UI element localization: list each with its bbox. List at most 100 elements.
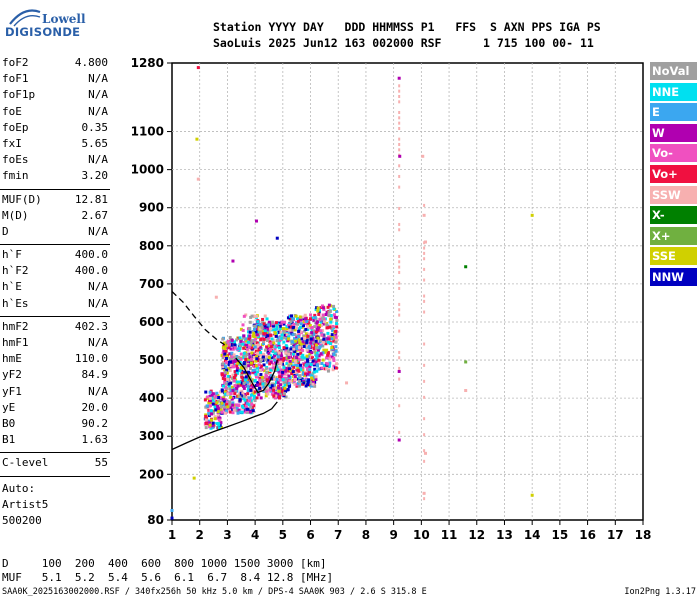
echo-point	[291, 352, 295, 356]
echo-point	[213, 405, 217, 409]
echo-point	[244, 354, 248, 358]
echo-point	[271, 391, 275, 395]
echo-point	[294, 348, 298, 352]
echo-point	[262, 363, 266, 367]
echo-point	[295, 335, 299, 339]
program-version: Ion2Png 1.3.17	[624, 587, 696, 597]
echo-point	[282, 340, 286, 344]
echo-point	[306, 325, 310, 329]
echo-point	[295, 372, 299, 376]
x-tick-label: 7	[334, 528, 342, 542]
echo-point	[283, 330, 287, 334]
echo-point	[241, 384, 245, 388]
echo-point	[251, 343, 255, 347]
legend-item-w: W	[650, 123, 697, 142]
echo-point	[398, 126, 401, 130]
echo-point	[269, 382, 273, 386]
echo-point	[279, 362, 283, 366]
echo-point	[263, 314, 267, 318]
echo-point	[398, 350, 401, 354]
echo-point	[315, 353, 319, 357]
echo-point	[220, 353, 224, 357]
echo-point	[284, 379, 288, 383]
echo-point	[268, 362, 272, 366]
echo-point	[300, 337, 304, 341]
param-separator	[0, 188, 110, 190]
echo-point	[249, 341, 253, 345]
param-name: hmF1	[2, 336, 29, 349]
echo-point	[277, 336, 281, 340]
echo-point	[261, 317, 265, 321]
echo-point	[233, 392, 237, 396]
echo-point	[226, 409, 230, 413]
echo-point	[334, 340, 338, 344]
echo-point	[289, 351, 293, 355]
x-tick-label: 15	[552, 528, 569, 542]
echo-point	[295, 316, 299, 320]
echo-point	[240, 404, 244, 408]
echo-point	[335, 310, 339, 314]
echo-point	[397, 76, 401, 80]
echo-point	[422, 491, 426, 495]
echo-point	[220, 410, 224, 414]
echo-point	[334, 329, 338, 333]
param-row: h`F 400.0	[0, 248, 112, 264]
echo-point	[276, 392, 280, 396]
polarization-legend: NoVal NNE E W Vo- Vo+ SSW X- X+ SSE NNW	[650, 62, 697, 289]
echo-point	[423, 267, 426, 271]
echo-point	[291, 317, 295, 321]
echo-point	[273, 331, 277, 335]
echo-point	[252, 355, 256, 359]
echo-point	[334, 332, 338, 336]
echo-point	[261, 321, 265, 325]
echo-point	[313, 342, 317, 346]
echo-point	[307, 338, 311, 342]
echo-point	[229, 406, 233, 410]
echo-point	[220, 401, 224, 405]
echo-point	[226, 353, 230, 357]
echo-point	[322, 337, 326, 341]
echo-point	[239, 367, 243, 371]
echo-point	[255, 375, 259, 379]
echo-point	[247, 352, 251, 356]
echo-point	[224, 360, 228, 364]
echo-point	[245, 380, 249, 384]
echo-point	[259, 358, 263, 362]
echo-point	[280, 362, 284, 366]
param-value: N/A	[88, 88, 108, 102]
echo-point	[253, 379, 257, 383]
echo-point	[255, 357, 259, 361]
echo-point	[259, 337, 263, 341]
echo-point	[238, 369, 242, 373]
echo-point	[226, 405, 230, 409]
echo-point	[251, 329, 255, 333]
scaled-parameters-panel: foF2 4.800 foF1 N/A foF1p N/A foE N/A foEp 0.35 fx…	[0, 56, 112, 480]
echo-point	[313, 313, 317, 317]
echo-point	[295, 344, 299, 348]
echo-point	[224, 409, 228, 413]
echo-point	[237, 403, 241, 407]
echo-point	[288, 378, 292, 382]
echo-point	[244, 405, 248, 409]
echo-point	[216, 422, 220, 426]
echo-point	[234, 403, 238, 407]
echo-point	[277, 370, 281, 374]
param-row: B1 1.63	[0, 433, 112, 449]
echo-point	[210, 393, 214, 397]
echo-point	[257, 343, 261, 347]
param-name: yE	[2, 400, 16, 414]
echo-point	[423, 257, 426, 261]
echo-point	[251, 369, 255, 373]
echo-point	[323, 350, 327, 354]
echo-point	[398, 270, 401, 274]
echo-point	[228, 369, 232, 373]
echo-point	[334, 349, 338, 353]
echo-point	[320, 333, 324, 337]
echo-point	[281, 378, 285, 382]
echo-point	[311, 380, 315, 384]
echo-point	[213, 417, 217, 421]
echo-point	[231, 408, 235, 412]
legend-item-nne: NNE	[650, 82, 697, 101]
echo-point	[219, 396, 223, 400]
echo-point	[232, 365, 236, 369]
